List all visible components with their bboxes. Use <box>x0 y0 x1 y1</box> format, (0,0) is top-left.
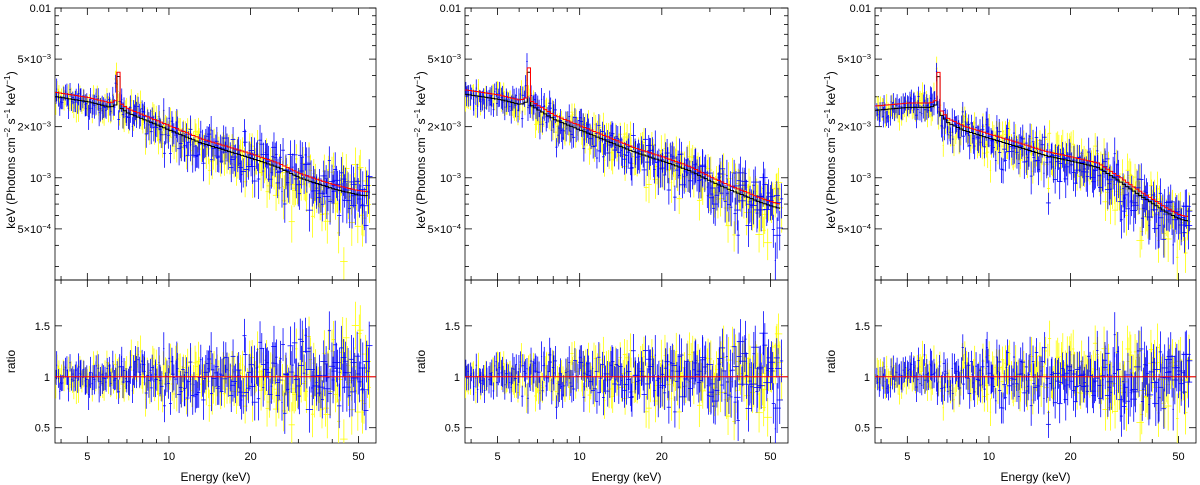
model-line-black <box>465 71 780 209</box>
x-axis-label: Energy (keV) <box>1000 470 1070 484</box>
y-tick-label: 1 <box>454 372 460 384</box>
y-tick-label: 1.5 <box>35 321 50 333</box>
y-axis-label-bottom: ratio <box>824 350 838 374</box>
y-axis-label-top: keV (Photons cm−2 s−1 keV−1) <box>2 71 18 228</box>
x-tick-label: 10 <box>983 451 995 463</box>
spectrum-data <box>465 53 784 280</box>
y-tick-label: 2×10−3 <box>17 119 51 134</box>
y-tick-label: 5×10−4 <box>427 221 461 236</box>
y-tick-label: 2×10−3 <box>837 119 871 134</box>
y-tick-label: 5×10−3 <box>427 52 461 67</box>
x-tick-label: 20 <box>244 451 256 463</box>
ratio-data <box>55 301 376 443</box>
y-tick-label: 2×10−3 <box>427 119 461 134</box>
x-axis-label: Energy (keV) <box>180 470 250 484</box>
x-tick-label: 20 <box>656 451 668 463</box>
y-axis-label-bottom: ratio <box>4 350 18 374</box>
y-tick-label: 1.5 <box>855 321 870 333</box>
y-tick-label: 1 <box>44 372 50 384</box>
ratio-frame <box>464 279 789 444</box>
y-tick-label: 0.01 <box>30 3 51 15</box>
model-line-red <box>55 71 368 192</box>
y-tick-label: 0.5 <box>35 423 50 435</box>
y-tick-label: 0.5 <box>855 423 870 435</box>
ratio-frame <box>874 279 1197 444</box>
panel-left: 5 10 20 50 0.01 5×10−3 2×10−3 10−3 5×10−4 0.5 1 1.5… <box>2 3 377 484</box>
model-line-red <box>465 67 780 205</box>
y-axis-label-bottom: ratio <box>414 350 428 374</box>
panel-right: 5 10 20 50 0.01 5×10−3 2×10−3 10−3 5×10−4 0.5 1 1.5… <box>822 3 1197 484</box>
model-line-black <box>55 76 368 197</box>
x-tick-label: 10 <box>574 451 586 463</box>
spectrum-data <box>875 56 1193 280</box>
y-tick-label: 0.5 <box>445 423 460 435</box>
x-tick-label: 10 <box>163 451 175 463</box>
y-tick-label: 0.01 <box>440 3 461 15</box>
x-tick-label: 50 <box>352 451 364 463</box>
y-axis-label-top: keV (Photons cm−2 s−1 keV−1) <box>412 71 428 228</box>
y-tick-label: 10−3 <box>30 170 51 185</box>
ratio-data <box>465 311 788 443</box>
y-tick-label: 10−3 <box>440 170 461 185</box>
x-tick-label: 50 <box>764 451 776 463</box>
y-tick-label: 5×10−4 <box>837 221 871 236</box>
y-tick-label: 1.5 <box>445 321 460 333</box>
x-tick-label: 20 <box>1064 451 1076 463</box>
y-tick-label: 5×10−4 <box>17 221 51 236</box>
ratio-frame <box>54 279 377 444</box>
x-tick-label: 5 <box>904 451 910 463</box>
x-tick-label: 5 <box>84 451 90 463</box>
y-tick-label: 5×10−3 <box>17 52 51 67</box>
y-tick-label: 0.01 <box>850 3 871 15</box>
x-axis-label: Energy (keV) <box>591 470 661 484</box>
y-axis-label-top: keV (Photons cm−2 s−1 keV−1) <box>822 71 838 228</box>
y-tick-label: 10−3 <box>850 170 871 185</box>
y-tick-label: 5×10−3 <box>837 52 871 67</box>
x-tick-label: 5 <box>494 451 500 463</box>
spectrum-data <box>55 62 373 280</box>
panel-middle: 5 10 20 50 0.01 5×10−3 2×10−3 10−3 5×10−4 0.5 1 1.5… <box>412 3 789 484</box>
x-tick-label: 50 <box>1172 451 1184 463</box>
y-tick-label: 1 <box>864 372 870 384</box>
